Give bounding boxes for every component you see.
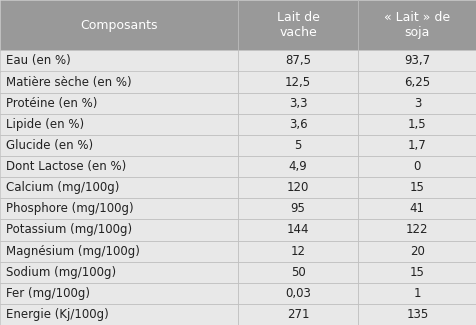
Bar xyxy=(238,50,357,72)
Bar xyxy=(238,283,357,304)
Bar xyxy=(0,50,238,72)
Bar xyxy=(357,240,476,262)
Text: Glucide (en %): Glucide (en %) xyxy=(6,139,93,152)
Text: 135: 135 xyxy=(406,308,427,321)
Bar xyxy=(238,219,357,240)
Text: Energie (Kj/100g): Energie (Kj/100g) xyxy=(6,308,108,321)
Text: Potassium (mg/100g): Potassium (mg/100g) xyxy=(6,224,131,237)
Text: Magnésium (mg/100g): Magnésium (mg/100g) xyxy=(6,245,139,257)
Bar xyxy=(238,177,357,198)
Bar xyxy=(0,198,238,219)
Text: 122: 122 xyxy=(405,224,428,237)
Text: 87,5: 87,5 xyxy=(285,54,310,68)
Bar xyxy=(0,114,238,135)
Text: 3: 3 xyxy=(413,97,420,110)
Bar xyxy=(357,72,476,93)
Text: 12: 12 xyxy=(290,245,305,257)
Text: 0: 0 xyxy=(413,160,420,173)
Bar xyxy=(357,93,476,114)
Bar xyxy=(357,135,476,156)
Text: Lait de
vache: Lait de vache xyxy=(276,11,319,39)
Text: 93,7: 93,7 xyxy=(404,54,429,68)
Text: 5: 5 xyxy=(294,139,301,152)
Text: 271: 271 xyxy=(286,308,309,321)
Text: Dont Lactose (en %): Dont Lactose (en %) xyxy=(6,160,126,173)
Text: 3,6: 3,6 xyxy=(288,118,307,131)
Bar xyxy=(357,114,476,135)
Bar xyxy=(238,262,357,283)
Bar xyxy=(238,240,357,262)
Bar xyxy=(357,262,476,283)
Bar xyxy=(357,304,476,325)
Bar xyxy=(238,135,357,156)
Text: Lipide (en %): Lipide (en %) xyxy=(6,118,84,131)
Bar xyxy=(238,304,357,325)
Bar xyxy=(357,177,476,198)
Text: Calcium (mg/100g): Calcium (mg/100g) xyxy=(6,181,119,194)
Bar xyxy=(357,198,476,219)
Bar xyxy=(357,283,476,304)
Text: 6,25: 6,25 xyxy=(404,76,429,89)
Text: 1: 1 xyxy=(413,287,420,300)
Bar xyxy=(357,0,476,50)
Bar xyxy=(0,219,238,240)
Bar xyxy=(0,262,238,283)
Text: 50: 50 xyxy=(290,266,305,279)
Text: 12,5: 12,5 xyxy=(285,76,310,89)
Text: 120: 120 xyxy=(287,181,308,194)
Bar xyxy=(0,240,238,262)
Bar xyxy=(357,50,476,72)
Bar xyxy=(0,93,238,114)
Text: 0,03: 0,03 xyxy=(285,287,310,300)
Bar xyxy=(0,304,238,325)
Bar xyxy=(0,156,238,177)
Text: 3,3: 3,3 xyxy=(288,97,307,110)
Text: 41: 41 xyxy=(409,202,424,215)
Text: « Lait » de
soja: « Lait » de soja xyxy=(384,11,449,39)
Text: 15: 15 xyxy=(409,266,424,279)
Text: Composants: Composants xyxy=(80,19,158,32)
Text: 95: 95 xyxy=(290,202,305,215)
Text: Sodium (mg/100g): Sodium (mg/100g) xyxy=(6,266,116,279)
Text: Eau (en %): Eau (en %) xyxy=(6,54,70,68)
Bar xyxy=(357,219,476,240)
Bar xyxy=(0,177,238,198)
Bar xyxy=(0,135,238,156)
Text: Matière sèche (en %): Matière sèche (en %) xyxy=(6,76,131,89)
Text: 15: 15 xyxy=(409,181,424,194)
Text: Phosphore (mg/100g): Phosphore (mg/100g) xyxy=(6,202,133,215)
Text: 1,7: 1,7 xyxy=(407,139,426,152)
Bar xyxy=(0,0,238,50)
Text: 144: 144 xyxy=(286,224,309,237)
Text: 20: 20 xyxy=(409,245,424,257)
Bar xyxy=(238,198,357,219)
Bar xyxy=(0,72,238,93)
Text: 1,5: 1,5 xyxy=(407,118,426,131)
Bar xyxy=(238,114,357,135)
Bar xyxy=(238,0,357,50)
Bar xyxy=(238,93,357,114)
Bar xyxy=(0,283,238,304)
Bar xyxy=(238,72,357,93)
Bar xyxy=(357,156,476,177)
Text: Protéine (en %): Protéine (en %) xyxy=(6,97,97,110)
Bar xyxy=(238,156,357,177)
Text: 4,9: 4,9 xyxy=(288,160,307,173)
Text: Fer (mg/100g): Fer (mg/100g) xyxy=(6,287,89,300)
